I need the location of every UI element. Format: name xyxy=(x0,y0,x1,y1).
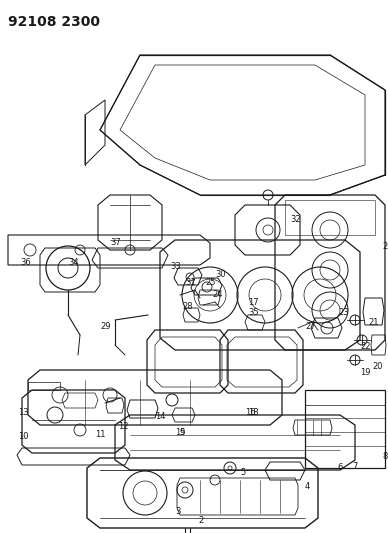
Text: 16: 16 xyxy=(245,408,256,417)
Text: 22: 22 xyxy=(360,342,371,351)
Text: 32: 32 xyxy=(290,215,301,224)
Text: 35: 35 xyxy=(248,308,259,317)
Text: 31: 31 xyxy=(185,278,196,287)
Text: 13: 13 xyxy=(18,408,29,417)
Text: 24: 24 xyxy=(212,290,222,299)
Text: 5: 5 xyxy=(240,468,245,477)
Text: 18: 18 xyxy=(248,408,259,417)
Text: 4: 4 xyxy=(305,482,310,491)
Text: 33: 33 xyxy=(170,262,181,271)
Text: 19: 19 xyxy=(360,368,371,377)
Text: 9: 9 xyxy=(180,428,185,437)
Text: 2: 2 xyxy=(198,516,203,525)
Text: 25: 25 xyxy=(205,278,215,287)
Text: 14: 14 xyxy=(155,412,166,421)
Text: 30: 30 xyxy=(215,270,226,279)
Text: 20: 20 xyxy=(372,362,383,371)
Text: 23: 23 xyxy=(338,308,349,317)
Text: 26: 26 xyxy=(382,242,388,251)
Text: 6: 6 xyxy=(337,463,342,472)
Text: 12: 12 xyxy=(118,422,128,431)
Text: 7: 7 xyxy=(352,462,357,471)
Text: 11: 11 xyxy=(95,430,106,439)
Text: 36: 36 xyxy=(20,258,31,267)
Text: 15: 15 xyxy=(175,428,185,437)
Text: 27: 27 xyxy=(305,322,315,331)
Text: 17: 17 xyxy=(248,298,259,307)
Text: 34: 34 xyxy=(68,258,79,267)
Text: 92108 2300: 92108 2300 xyxy=(8,15,100,29)
Text: 21: 21 xyxy=(368,318,379,327)
Text: 10: 10 xyxy=(18,432,28,441)
Text: 29: 29 xyxy=(100,322,111,331)
Text: 8: 8 xyxy=(382,452,387,461)
Text: 28: 28 xyxy=(182,302,192,311)
Text: 37: 37 xyxy=(110,238,121,247)
Text: 3: 3 xyxy=(175,507,180,516)
